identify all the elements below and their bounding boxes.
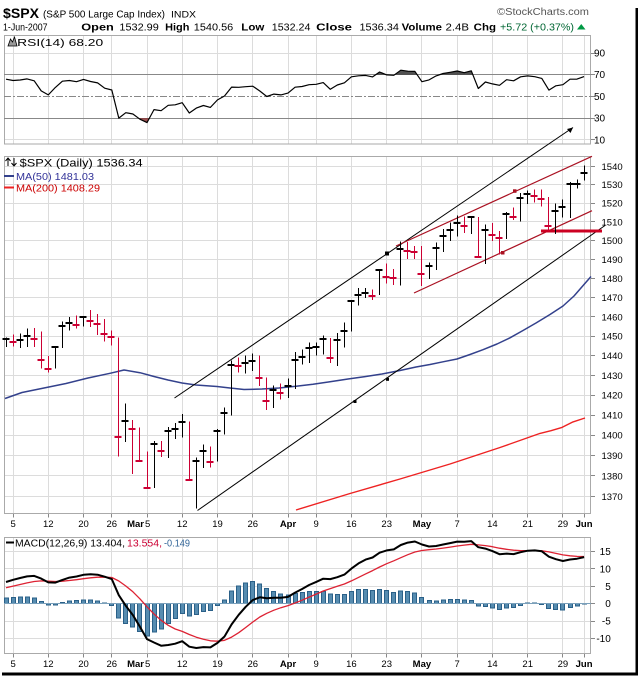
- svg-text:12: 12: [177, 519, 188, 530]
- svg-text:1510: 1510: [602, 217, 623, 228]
- svg-text:1440: 1440: [602, 351, 623, 362]
- svg-text:26: 26: [107, 519, 118, 530]
- svg-text:1460: 1460: [602, 312, 623, 323]
- svg-text:5: 5: [605, 582, 611, 593]
- svg-text:30: 30: [594, 114, 606, 125]
- svg-text:-0.149: -0.149: [164, 539, 190, 550]
- svg-text:©StockCharts.com: ©StockCharts.com: [497, 7, 589, 18]
- svg-text:Apr: Apr: [280, 659, 297, 670]
- svg-text:Jun: Jun: [576, 519, 593, 530]
- svg-text:Close: Close: [316, 23, 352, 34]
- svg-text:2.4B: 2.4B: [446, 23, 470, 34]
- svg-text:5: 5: [145, 659, 150, 670]
- svg-text:Mar: Mar: [127, 519, 144, 530]
- svg-text:16: 16: [346, 519, 357, 530]
- svg-text:$SPX: $SPX: [3, 6, 39, 21]
- svg-text:9: 9: [314, 659, 319, 670]
- svg-text:1532.24: 1532.24: [272, 23, 311, 34]
- svg-text:Mar: Mar: [127, 659, 144, 670]
- svg-text:1530: 1530: [602, 180, 623, 191]
- svg-text:23: 23: [381, 659, 392, 670]
- svg-text:12: 12: [43, 519, 54, 530]
- svg-text:-10: -10: [596, 634, 611, 645]
- svg-text:1520: 1520: [602, 199, 623, 210]
- svg-text:5: 5: [145, 519, 150, 530]
- svg-text:14: 14: [487, 659, 498, 670]
- svg-text:-5: -5: [602, 617, 611, 628]
- svg-text:MACD(12,26,9) 13.404,: MACD(12,26,9) 13.404,: [15, 539, 125, 550]
- svg-text:1536.34: 1536.34: [360, 23, 400, 34]
- svg-text:19: 19: [212, 519, 223, 530]
- svg-text:26: 26: [248, 519, 259, 530]
- svg-text:May: May: [413, 519, 432, 530]
- svg-text:20: 20: [78, 659, 89, 670]
- svg-text:26: 26: [248, 659, 259, 670]
- svg-text:(S&P 500 Large Cap Index): (S&P 500 Large Cap Index): [43, 9, 165, 21]
- svg-text:1410: 1410: [602, 411, 623, 422]
- svg-text:1400: 1400: [602, 431, 623, 442]
- svg-text:1470: 1470: [602, 293, 623, 304]
- svg-text:0: 0: [605, 599, 611, 610]
- svg-text:1540.56: 1540.56: [194, 23, 234, 34]
- svg-text:15: 15: [600, 547, 612, 558]
- svg-text:+5.72 (+0.37%): +5.72 (+0.37%): [500, 23, 574, 34]
- svg-text:20: 20: [78, 519, 89, 530]
- svg-text:1-Jun-2007: 1-Jun-2007: [3, 23, 48, 34]
- svg-text:1450: 1450: [602, 332, 623, 343]
- svg-text:1480: 1480: [602, 274, 623, 285]
- svg-text:MA(50) 1481.03: MA(50) 1481.03: [16, 172, 94, 183]
- svg-text:9: 9: [314, 519, 319, 530]
- svg-text:70: 70: [594, 70, 606, 81]
- svg-text:High: High: [165, 23, 189, 34]
- svg-text:1390: 1390: [602, 451, 623, 462]
- svg-text:Volume: Volume: [402, 23, 443, 34]
- svg-text:1420: 1420: [602, 391, 623, 402]
- svg-text:$SPX (Daily) 1536.34: $SPX (Daily) 1536.34: [20, 158, 143, 170]
- svg-text:12: 12: [177, 659, 188, 670]
- svg-text:1490: 1490: [602, 255, 623, 266]
- svg-text:Jun: Jun: [576, 659, 593, 670]
- svg-text:21: 21: [522, 519, 533, 530]
- svg-text:10: 10: [600, 564, 612, 575]
- svg-text:16: 16: [346, 659, 357, 670]
- svg-text:13.554,: 13.554,: [127, 539, 162, 550]
- svg-text:5: 5: [10, 659, 15, 670]
- svg-text:Open: Open: [81, 23, 114, 34]
- svg-text:29: 29: [558, 519, 569, 530]
- svg-text:50: 50: [594, 92, 606, 103]
- svg-text:MA(200) 1408.29: MA(200) 1408.29: [16, 184, 100, 195]
- svg-text:INDX: INDX: [171, 10, 197, 21]
- svg-text:Chg: Chg: [474, 23, 496, 34]
- svg-text:23: 23: [381, 519, 392, 530]
- svg-text:1430: 1430: [602, 371, 623, 382]
- svg-text:5: 5: [10, 519, 15, 530]
- svg-text:Apr: Apr: [280, 519, 297, 530]
- svg-text:26: 26: [107, 659, 118, 670]
- svg-text:Low: Low: [241, 23, 264, 34]
- svg-text:RSI(14) 68.20: RSI(14) 68.20: [17, 37, 103, 49]
- svg-text:19: 19: [212, 659, 223, 670]
- svg-text:29: 29: [558, 659, 569, 670]
- svg-text:1500: 1500: [602, 236, 623, 247]
- svg-text:90: 90: [594, 49, 606, 60]
- svg-text:21: 21: [522, 659, 533, 670]
- svg-text:1540: 1540: [602, 162, 623, 173]
- svg-text:7: 7: [455, 659, 460, 670]
- svg-text:12: 12: [43, 659, 54, 670]
- svg-text:May: May: [413, 659, 432, 670]
- svg-text:1380: 1380: [602, 471, 623, 482]
- svg-text:7: 7: [455, 519, 460, 530]
- svg-text:14: 14: [487, 519, 498, 530]
- svg-text:10: 10: [594, 135, 606, 146]
- svg-text:1532.99: 1532.99: [119, 23, 159, 34]
- svg-text:1370: 1370: [602, 492, 623, 503]
